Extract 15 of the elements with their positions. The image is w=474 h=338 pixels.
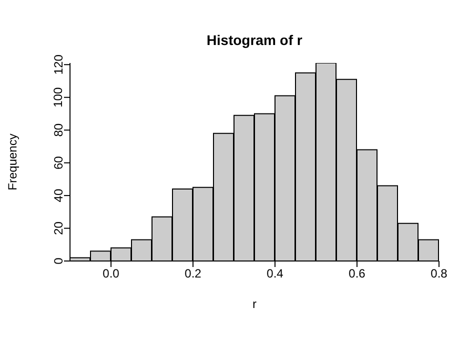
y-tick-label: 60 bbox=[51, 156, 66, 170]
y-tick-label: 20 bbox=[51, 221, 66, 235]
x-tick-label: 0.6 bbox=[348, 266, 366, 281]
x-tick-label: 0.2 bbox=[184, 266, 202, 281]
y-tick-label: 0 bbox=[51, 257, 66, 264]
x-tick-label: 0.8 bbox=[430, 266, 448, 281]
x-tick-label: 0.0 bbox=[102, 266, 120, 281]
chart-title: Histogram of r bbox=[206, 32, 304, 48]
y-tick-label: 80 bbox=[51, 123, 66, 137]
y-tick-label: 40 bbox=[51, 188, 66, 202]
y-tick-label: 100 bbox=[51, 87, 66, 108]
y-axis-title: Frequency bbox=[5, 134, 20, 190]
y-tick-label: 120 bbox=[51, 54, 66, 75]
x-axis-title: r bbox=[252, 297, 256, 311]
x-tick-label: 0.4 bbox=[266, 266, 284, 281]
